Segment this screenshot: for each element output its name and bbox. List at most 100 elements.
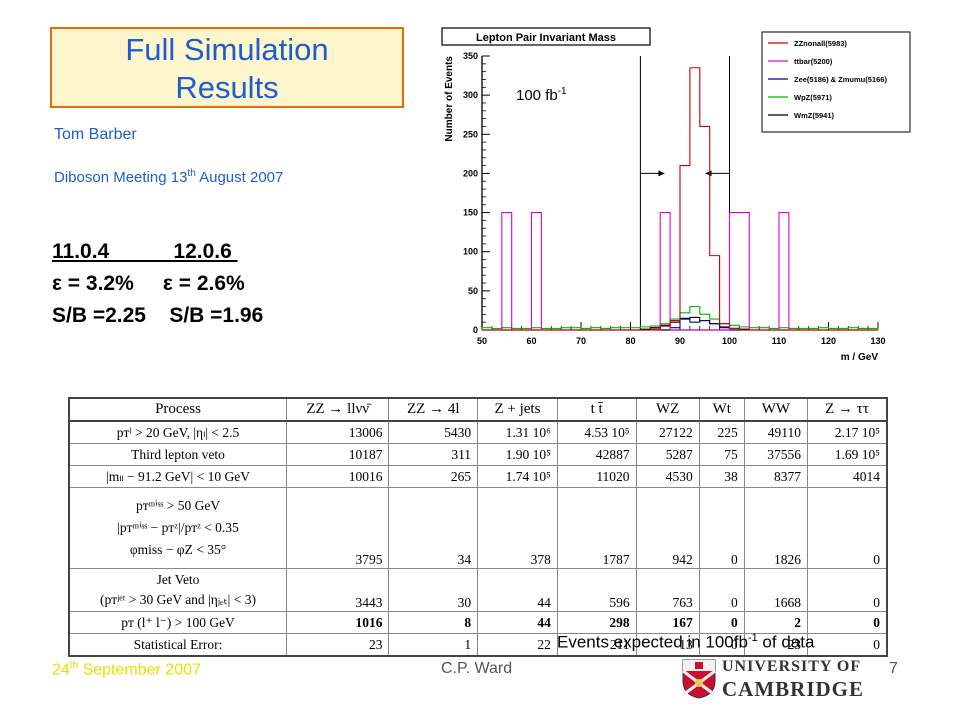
meeting-text: Diboson Meeting 13 (54, 169, 188, 186)
table-cell: 8 (388, 611, 479, 634)
table-cell: 0 (698, 487, 745, 569)
results-signal-background: S/B =2.25 S/B =1.96 (52, 304, 264, 327)
table-caption: Events expected in 100fb-1 of data (557, 632, 814, 653)
table-cell: 3443 (285, 568, 390, 612)
table-cell: 211 (556, 633, 637, 657)
table-cell: 38 (698, 465, 745, 488)
series-line-0 (482, 67, 878, 331)
title-line-1: Full Simulation (125, 32, 329, 67)
meeting-sup: th (187, 168, 196, 179)
page-number: 7 (889, 660, 898, 677)
cut-label-cell: Statistical Error: (68, 633, 287, 657)
table-cell: 1 (388, 633, 479, 657)
table-cell: 27122 (635, 420, 700, 444)
table-cell: 34 (388, 487, 479, 569)
table-cell: 13 (635, 633, 700, 657)
cut-label-line: pᴛᵐⁱˢˢ > 50 GeV (135, 498, 221, 513)
legend-label: ttbar(5200) (794, 57, 833, 66)
cut-label-cell: pᴛᵐⁱˢˢ > 50 GeV |pᴛᵐⁱˢˢ − pᴛᶻ|/pᴛᶻ < 0.35… (68, 487, 287, 569)
y-tick-label: 50 (468, 286, 478, 296)
meeting-info: Diboson Meeting 13th August 2007 (54, 168, 283, 186)
table-cell: 2 (743, 611, 809, 634)
y-tick-label: 250 (463, 129, 478, 139)
table-header-cell: ZZ → llνν̄ (285, 397, 390, 422)
table-row: pᴛˡ > 20 GeV, |ηₗ| < 2.5 13006 5430 1.31 10… (68, 420, 888, 444)
x-tick-label: 90 (675, 336, 685, 346)
footer-date-sup: th (69, 660, 79, 671)
cut-label-line: φmiss − φZ < 35° (129, 542, 227, 557)
meeting-tail: August 2007 (195, 169, 284, 186)
table-cell: 596 (556, 568, 637, 612)
cut-label-cell: Third lepton veto (68, 443, 287, 466)
legend-label: ZZnonall(5983) (794, 39, 847, 48)
y-tick-label: 350 (463, 51, 478, 61)
table-cell: 3795 (285, 487, 390, 569)
y-tick-label: 150 (463, 208, 478, 218)
cut-label-line: Statistical Error: (133, 636, 223, 652)
y-axis-label: Number of Events (444, 56, 455, 142)
cut-label-line: |pᴛᵐⁱˢˢ − pᴛᶻ|/pᴛᶻ < 0.35 (117, 520, 239, 535)
university-name: UNIVERSITY OF CAMBRIDGE (722, 657, 864, 701)
cut-label-line: Third lepton veto (131, 446, 225, 462)
x-tick-label: 110 (772, 336, 787, 346)
table-cell: 2.17 10⁵ (807, 420, 888, 444)
table-cell: 23 (285, 633, 390, 657)
table-row: pᴛᵐⁱˢˢ > 50 GeV |pᴛᵐⁱˢˢ − pᴛᶻ|/pᴛᶻ < 0.35… (68, 487, 888, 569)
table-cell: 0 (807, 487, 888, 569)
table-cell: 0 (698, 611, 745, 634)
legend: ZZnonall(5983) ttbar(5200) Zee(5186) & Zmu… (768, 39, 887, 120)
chart-title-box (441, 27, 651, 46)
invariant-mass-histogram: Lepton Pair Invariant Mass 50 60 70 80 90 100… (441, 27, 911, 363)
x-tick-label: 120 (821, 336, 836, 346)
table-row: Third lepton veto 10187 311 1.90 10⁵ 42887 52… (68, 443, 888, 466)
table-cell: 1.31 10⁶ (477, 420, 558, 444)
footer-date-day: 24 (52, 661, 70, 679)
table-cell: 298 (556, 611, 637, 634)
table-cell: 1.74 10⁵ (477, 465, 558, 488)
cut-label-cell: |mₗₗ − 91.2 GeV| < 10 GeV (68, 465, 287, 488)
table-cell: 13006 (285, 420, 390, 444)
cut-label-cell: pᴛˡ > 20 GeV, |ηₗ| < 2.5 (68, 420, 287, 444)
table-cell: 10187 (285, 443, 390, 466)
table-header-cell: ZZ → 4l (388, 397, 479, 422)
author-name: Tom Barber (54, 126, 137, 143)
table-header-cell: Wt (698, 397, 745, 422)
y-tick-label: 200 (463, 168, 478, 178)
table-header-cell: Z → ττ (807, 397, 888, 422)
footer-date-tail: September 2007 (78, 661, 201, 679)
x-tick-label: 50 (477, 336, 487, 346)
table-cell: 22 (477, 633, 558, 657)
table-cell: 378 (477, 487, 558, 569)
chart-title: Lepton Pair Invariant Mass (476, 32, 616, 44)
cutflow-table: Process ZZ → llνν̄ ZZ → 4l Z + jets t t̄ WZ Wt… (68, 397, 888, 657)
table-cell: 0 (807, 633, 888, 657)
table-cell: 42887 (556, 443, 637, 466)
table-cell: 1016 (285, 611, 390, 634)
table-cell: 44 (477, 568, 558, 612)
table-header-cell: WZ (635, 397, 700, 422)
table-cell: 1787 (556, 487, 637, 569)
university-name-line-2: CAMBRIDGE (722, 677, 865, 701)
results-efficiency: ε = 3.2% ε = 2.6% (52, 272, 245, 295)
university-name-line-1: UNIVERSITY OF (722, 658, 862, 675)
table-header-cell: t t̄ (556, 397, 637, 422)
university-logo: UNIVERSITY OF CAMBRIDGE (682, 657, 874, 703)
table-cell: 49110 (743, 420, 809, 444)
cut-label-cell: pᴛ (l⁺ l⁻) > 100 GeV (68, 611, 287, 634)
table-cell: 30 (388, 568, 479, 612)
plot-area: 50 60 70 80 90 100 110 120 130050100150200250300… (444, 51, 886, 363)
results-versions: 11.0.4 12.0.6 (52, 240, 238, 263)
legend-label: WpZ(5971) (794, 93, 832, 102)
table-cell: 265 (388, 465, 479, 488)
cut-label-line: pᴛˡ > 20 GeV, |ηₗ| < 2.5 (116, 424, 240, 440)
y-tick-label: 100 (463, 247, 478, 257)
cambridge-shield-icon (682, 659, 716, 699)
table-header-cell: Process (68, 397, 287, 422)
footer-author: C.P. Ward (441, 660, 513, 677)
table-cell: 10016 (285, 465, 390, 488)
table-cell: 167 (635, 611, 700, 634)
table-row: pᴛ (l⁺ l⁻) > 100 GeV 1016 8 44 298 167 0 2 0 (68, 611, 888, 634)
x-tick-label: 60 (526, 336, 536, 346)
title-line-2: Results (175, 70, 279, 105)
caption-tail: of data (757, 632, 815, 652)
